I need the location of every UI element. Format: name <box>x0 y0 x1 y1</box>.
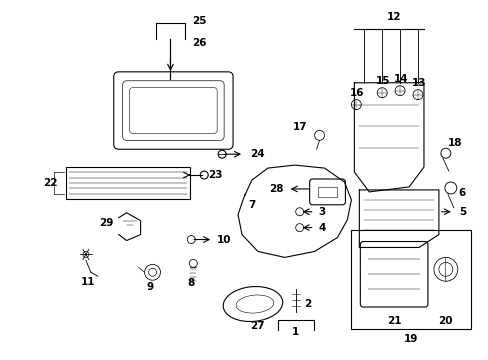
Text: 22: 22 <box>43 178 58 188</box>
Text: 21: 21 <box>386 316 401 326</box>
Text: 23: 23 <box>208 170 222 180</box>
Text: 17: 17 <box>292 122 307 132</box>
Text: 19: 19 <box>403 334 417 344</box>
Text: 26: 26 <box>192 38 206 48</box>
Text: 11: 11 <box>81 277 95 287</box>
Text: 28: 28 <box>269 184 283 194</box>
Text: 29: 29 <box>99 218 114 228</box>
Text: 27: 27 <box>250 321 264 331</box>
Text: 25: 25 <box>192 16 206 26</box>
Text: 20: 20 <box>438 316 452 326</box>
Text: 6: 6 <box>458 188 465 198</box>
Text: 2: 2 <box>303 299 310 309</box>
Text: 3: 3 <box>318 207 325 217</box>
Text: 13: 13 <box>411 78 426 88</box>
Text: 16: 16 <box>349 88 364 98</box>
Text: 5: 5 <box>458 207 465 217</box>
Text: 9: 9 <box>147 282 154 292</box>
Text: 15: 15 <box>375 76 389 86</box>
Bar <box>351 230 470 329</box>
Text: 8: 8 <box>187 278 195 288</box>
Text: 1: 1 <box>291 327 299 337</box>
Text: 14: 14 <box>393 74 407 84</box>
Text: 24: 24 <box>249 149 264 159</box>
Text: 4: 4 <box>318 222 325 233</box>
Bar <box>66 167 190 199</box>
Text: 10: 10 <box>217 234 231 244</box>
Bar <box>317 187 337 197</box>
Text: 18: 18 <box>447 138 461 148</box>
Text: 12: 12 <box>386 12 401 22</box>
Text: 7: 7 <box>248 200 255 210</box>
